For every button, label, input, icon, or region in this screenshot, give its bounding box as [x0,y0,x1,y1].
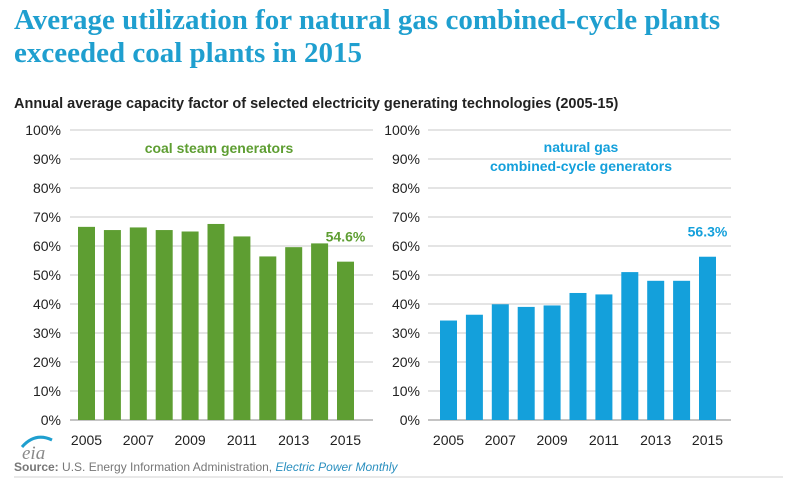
coal-bar [311,243,329,420]
source-publication[interactable]: Electric Power Monthly [275,460,398,474]
coal-y-tick-label: 30% [33,325,61,341]
gas-bar [595,294,613,420]
coal-y-tick-label: 20% [33,354,61,370]
gas-bar [621,272,639,420]
gas-y-tick-label: 30% [392,325,420,341]
gas-bar [440,320,457,420]
gas-bar [543,305,561,420]
coal-series-title: coal steam generators [145,140,294,156]
gas-bar [465,314,483,420]
gas-bar [699,256,716,420]
gas-y-tick-label: 20% [392,354,420,370]
gas-x-tick-label: 2013 [640,432,671,448]
gas-y-tick-label: 60% [392,238,420,254]
source-line: Source: U.S. Energy Information Administ… [14,460,398,474]
gas-chart: 0% 10% 20% 30% 40% 50% 60% 70% 80% 90% 100% 2005 200… [384,122,731,448]
gas-x-tick-label: 2015 [692,432,723,448]
coal-y-tick-label: 0% [41,412,61,428]
coal-y-tick-label: 60% [33,238,61,254]
gas-bar [673,280,691,420]
coal-y-tick-label: 80% [33,180,61,196]
coal-bar [207,223,225,420]
gas-y-tick-label: 10% [392,383,420,399]
coal-x-tick-label: 2009 [175,432,206,448]
coal-bar [259,256,277,420]
source-label: Source: [14,460,59,474]
gas-x-tick-label: 2007 [485,432,516,448]
coal-x-tick-label: 2007 [123,432,154,448]
page-title: Average utilization for natural gas comb… [14,4,721,69]
coal-bar [285,247,303,420]
gas-bar [491,304,509,420]
gas-x-tick-label: 2005 [433,432,464,448]
coal-x-tick-label: 2011 [227,432,257,448]
coal-y-tick-label: 40% [33,296,61,312]
coal-bar [337,261,354,420]
gas-y-tick-label: 90% [392,151,420,167]
coal-bar [181,231,199,420]
coal-chart: 0% 10% 20% 30% 40% 50% 60% 70% 80% 90% 100% 2005 200… [25,122,373,448]
chart-subtitle: Annual average capacity factor of select… [14,96,619,112]
gas-x-tick-label: 2011 [589,432,619,448]
gas-x-tick-label: 2009 [537,432,568,448]
eia-logo: eia [20,435,53,464]
gas-y-tick-label: 40% [392,296,420,312]
coal-bar [233,236,251,420]
gas-y-tick-label: 0% [400,412,420,428]
coal-bar [78,226,95,420]
coal-y-tick-label: 10% [33,383,61,399]
gas-bar [517,306,535,420]
coal-x-tick-label: 2015 [330,432,361,448]
coal-x-tick-label: 2013 [278,432,309,448]
gas-bar [569,292,587,420]
coal-data-label: 54.6% [326,229,366,245]
gas-series-title: combined-cycle generators [490,158,672,174]
gas-y-tick-label: 80% [392,180,420,196]
eia-logo-text: eia [22,443,45,464]
coal-y-tick-label: 90% [33,151,61,167]
gas-series-title: natural gas [544,139,619,155]
gas-data-label: 56.3% [688,224,728,240]
coal-bar [103,230,121,420]
coal-bar [129,227,147,420]
source-org: U.S. Energy Information Administration, [62,460,273,474]
gas-bar [647,280,665,420]
coal-bar [155,230,173,420]
gas-y-tick-label: 100% [384,122,420,138]
gas-y-tick-label: 70% [392,209,420,225]
coal-x-tick-label: 2005 [71,432,102,448]
coal-y-tick-label: 70% [33,209,61,225]
coal-y-tick-label: 50% [33,267,61,283]
gas-y-tick-label: 50% [392,267,420,283]
coal-y-tick-label: 100% [25,122,61,138]
